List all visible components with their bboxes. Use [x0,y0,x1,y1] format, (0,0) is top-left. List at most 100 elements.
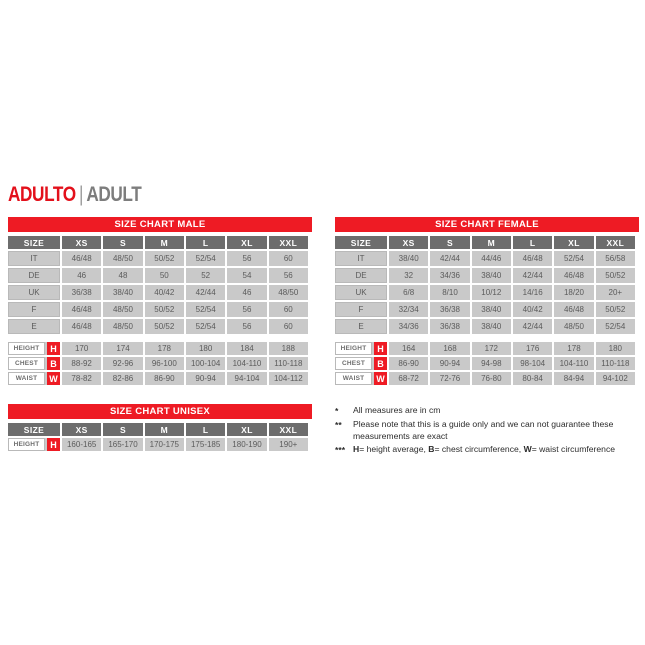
column-header-m: M [471,236,511,249]
table-cell: 56 [227,319,267,334]
measurement-key-badge: H [374,342,387,355]
table-cell: 84-94 [554,372,594,385]
table-cell: 54 [227,268,267,283]
table-cell: 92-96 [103,357,143,370]
table-cell: 10/12 [471,285,511,300]
size-table-female-body: SIZE XS S M L XL XXL IT 38/40 42/44 44/46 46/48 52/5… [335,236,635,385]
table-cell: 42/44 [512,268,553,283]
column-header-l: L [512,236,553,249]
table-cell: 20+ [595,285,635,300]
table-cell: 94-98 [471,357,511,370]
table-cell: 86-90 [389,357,429,370]
table-cell: 46 [62,268,102,283]
table-row: WAIST W 78-82 82-86 86-90 90-94 94-104 104-112 [8,372,308,385]
table-cell: 48 [103,268,143,283]
note-text: Please note that this is a guide only an… [353,418,614,442]
table-cell: 178 [144,342,184,355]
row-label-uk: UK [8,285,60,300]
note-text: H= height average, B= chest circumferenc… [353,443,616,454]
table-cell: 40/42 [144,285,184,300]
column-header-xl: XL [227,236,267,249]
row-label-de: DE [8,268,60,283]
measurement-name: HEIGHT [8,342,45,355]
table-cell: 34/36 [389,319,429,334]
table-row: E 34/36 36/38 38/40 42/44 48/50 52/54 [335,319,635,334]
row-label-height: HEIGHT H [8,342,60,355]
table-cell: 60 [268,251,308,266]
table-row: F 32/34 36/38 38/40 40/42 46/48 50/52 [335,302,635,317]
row-label-e: E [335,319,387,334]
table-cell: 172 [471,342,511,355]
row-label-height: HEIGHT H [335,342,387,355]
table-cell: 48/50 [554,319,594,334]
measurement-name: CHEST [335,357,372,370]
table-cell: 48/50 [103,302,143,317]
table-cell: 160-165 [62,438,102,451]
column-header-xxl: XXL [268,423,308,436]
note-item: ** Please note that this is a guide only … [335,418,641,443]
table-cell: 60 [268,302,308,317]
column-header-size: SIZE [8,236,60,249]
row-label-chest: CHEST B [8,357,60,370]
table-row: IT 46/48 48/50 50/52 52/54 56 60 [8,251,308,266]
table-row: WAIST W 68-72 72-76 76-80 80-84 84-94 94-102 [335,372,635,385]
table-row: HEIGHT H 170 174 178 180 184 188 [8,342,308,355]
table-cell: 32 [389,268,429,283]
measurement-key-badge: B [47,357,60,370]
table-cell: 164 [389,342,429,355]
table-cell: 38/40 [471,319,511,334]
table-cell: 60 [268,319,308,334]
table-cell: 98-104 [512,357,553,370]
table-cell: 76-80 [471,372,511,385]
table-cell: 8/10 [430,285,470,300]
page-title-primary: ADULTO [8,183,76,206]
table-cell: 36/38 [430,319,470,334]
table-cell: 168 [430,342,470,355]
table-section-spacer [8,336,308,340]
table-cell: 52/54 [185,302,226,317]
table-cell: 36/38 [62,285,102,300]
table-cell: 104-112 [268,372,308,385]
table-cell: 42/44 [512,319,553,334]
table-cell: 184 [227,342,267,355]
table-row: DE 46 48 50 52 54 56 [8,268,308,283]
table-row: HEIGHT H 164 168 172 176 178 180 [335,342,635,355]
chart-banner-unisex: SIZE CHART UNISEX [8,404,312,419]
column-header-l: L [185,236,226,249]
table-cell: 165-170 [103,438,143,451]
table-cell: 174 [103,342,143,355]
table-cell: 46/48 [554,302,594,317]
row-label-e: E [8,319,60,334]
size-chart-female: SIZE CHART FEMALE SIZE XS S M L XL XXL IT 38/40 4… [335,217,639,387]
table-cell: 46/48 [512,251,553,266]
table-row: CHEST B 88-92 92-96 96-100 100-104 104-110 110-… [8,357,308,370]
table-row: HEIGHT H 160-165 165-170 170-175 175-185 180-1… [8,438,308,451]
chart-banner-female: SIZE CHART FEMALE [335,217,639,232]
table-row: IT 38/40 42/44 44/46 46/48 52/54 56/58 [335,251,635,266]
note-item: * All measures are in cm [335,404,641,418]
table-cell: 96-100 [144,357,184,370]
table-cell: 94-102 [595,372,635,385]
measurement-key-badge: W [374,372,387,385]
table-cell: 52 [185,268,226,283]
row-label-chest: CHEST B [335,357,387,370]
measurement-name: CHEST [8,357,45,370]
table-cell: 50/52 [144,251,184,266]
note-marker: ** [335,419,342,430]
column-header-xs: XS [62,423,102,436]
table-cell: 40/42 [512,302,553,317]
page-title-separator: | [78,183,84,206]
table-cell: 180-190 [227,438,267,451]
table-header-row: SIZE XS S M L XL XXL [8,236,308,249]
page-title-secondary: ADULT [86,183,142,206]
size-table-male: SIZE XS S M L XL XXL IT 46/48 48/50 50/52 52/54 56 60… [6,234,310,387]
table-cell: 32/34 [389,302,429,317]
table-cell: 44/46 [471,251,511,266]
table-row: CHEST B 86-90 90-94 94-98 98-104 104-110 110-11… [335,357,635,370]
table-cell: 52/54 [595,319,635,334]
size-table-unisex: SIZE XS S M L XL XXL HEIGHT H 160-165 165-170 170-1… [6,421,310,453]
column-header-m: M [144,236,184,249]
size-chart-unisex: SIZE CHART UNISEX SIZE XS S M L XL XXL HEIGHT H 1… [8,404,312,453]
table-cell: 72-76 [430,372,470,385]
table-cell: 38/40 [389,251,429,266]
